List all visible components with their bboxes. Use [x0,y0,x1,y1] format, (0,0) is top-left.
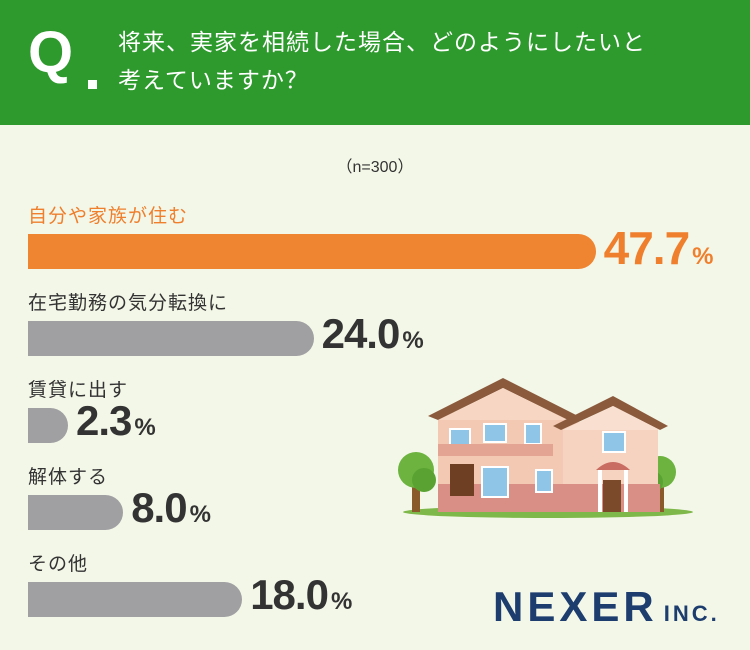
question-header: Q 将来、実家を相続した場合、どのようにしたいと 考えていますか？ [0,0,750,125]
logo-main-text: NEXER [493,583,658,630]
bar [28,321,314,356]
question-mark: Q [28,20,74,85]
logo-sub-text: INC. [663,601,720,626]
category-label: 解体する [28,466,109,488]
nexer-logo: NEXER INC. [493,583,720,631]
value-label: 2.3% [76,397,156,445]
bar [28,582,243,617]
value-number: 8.0 [131,484,187,531]
house-illustration [398,378,693,518]
percent-unit: % [189,501,211,528]
bar [28,408,68,443]
value-number: 24.0 [321,310,401,357]
percent-unit: % [134,414,156,441]
question-text: 将来、実家を相続した場合、どのようにしたいと 考えていますか？ [118,30,646,94]
category-label: 自分や家族が住む [28,205,189,227]
value-label: 47.7% [604,221,714,275]
percent-unit: % [330,588,353,615]
percent-unit: % [692,243,714,270]
bar [28,234,596,269]
category-label: 在宅勤務の気分転換に [28,292,229,314]
category-label: 賃貸に出す [28,379,129,401]
percent-unit: % [402,327,424,354]
value-label: 24.0% [322,310,424,358]
bar [28,495,124,530]
value-number: 2.3 [76,397,132,444]
sample-size-label: （n=300） [336,159,414,176]
category-label: その他 [28,553,89,575]
value-label: 8.0% [131,484,211,532]
value-label: 18.0% [250,571,352,619]
question-mark-dot [88,80,97,89]
value-number: 47.7 [603,222,691,274]
value-number: 18.0 [250,571,329,618]
